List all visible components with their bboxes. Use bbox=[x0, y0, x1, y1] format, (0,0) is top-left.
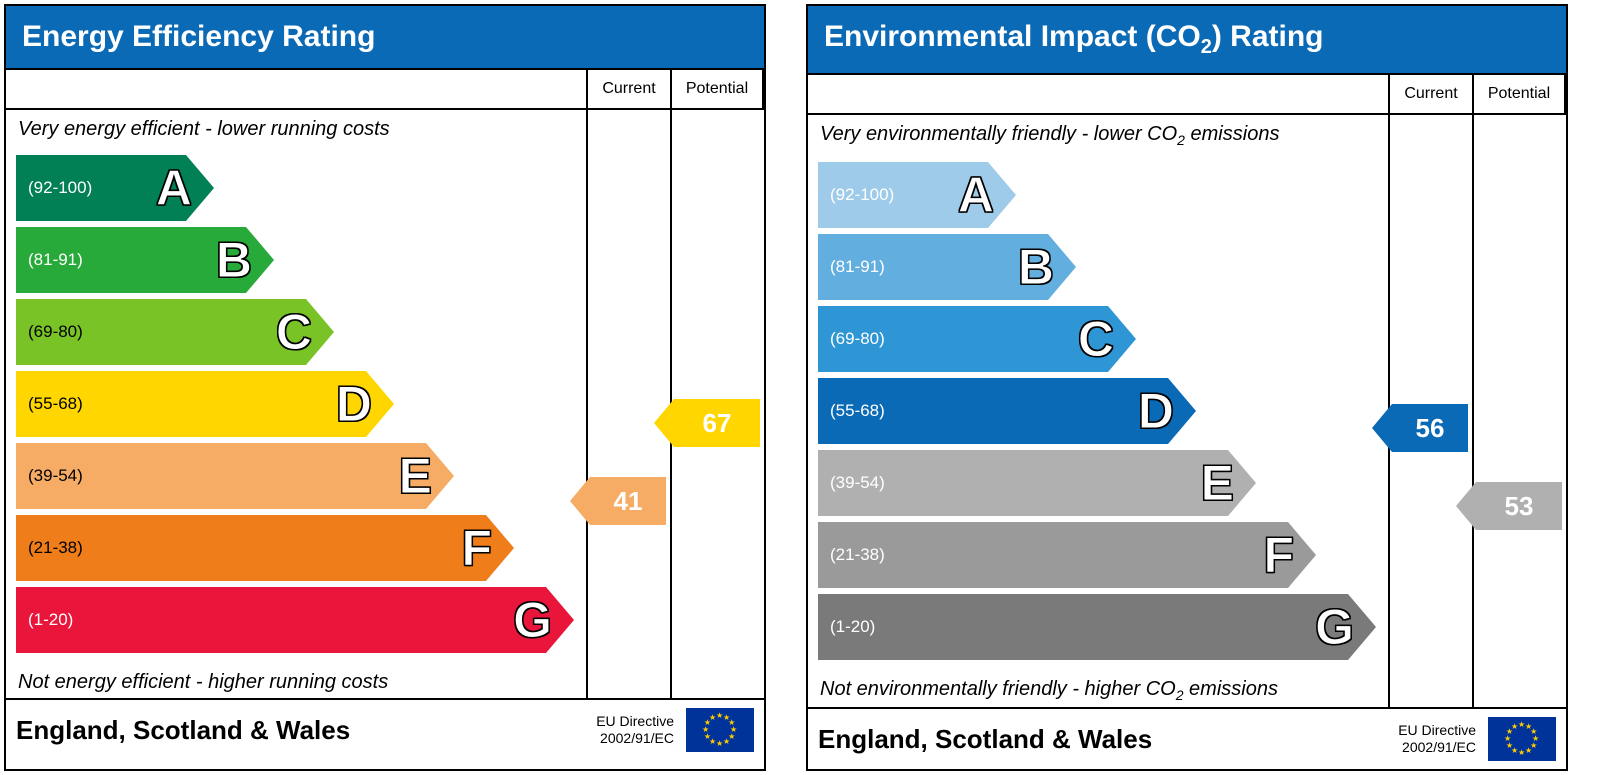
band-range: (81-91) bbox=[16, 250, 83, 270]
band-range: (39-54) bbox=[16, 466, 83, 486]
band-A: (92-100)A bbox=[16, 155, 186, 221]
band-letter: C bbox=[276, 303, 312, 361]
marker-potential: 67 bbox=[674, 399, 760, 447]
rating-panel: Energy Efficiency RatingCurrentPotential… bbox=[4, 4, 766, 771]
band-range: (69-80) bbox=[16, 322, 83, 342]
rating-panel: Environmental Impact (CO2) RatingCurrent… bbox=[806, 4, 1568, 771]
bars-area: Very environmentally friendly - lower CO… bbox=[808, 115, 1390, 709]
band-letter: C bbox=[1078, 310, 1114, 368]
band-letter: A bbox=[958, 166, 994, 224]
band-range: (92-100) bbox=[16, 178, 92, 198]
header-potential: Potential bbox=[1474, 75, 1566, 115]
band-range: (1-20) bbox=[16, 610, 73, 630]
band-letter: F bbox=[1263, 526, 1294, 584]
band-G: (1-20)G bbox=[16, 587, 546, 653]
band-letter: F bbox=[461, 519, 492, 577]
caption-top: Very energy efficient - lower running co… bbox=[6, 110, 586, 145]
band-letter: B bbox=[1018, 238, 1054, 296]
band-C: (69-80)C bbox=[16, 299, 306, 365]
header-current: Current bbox=[588, 70, 672, 110]
panel-title: Energy Efficiency Rating bbox=[6, 6, 764, 70]
header-blank bbox=[808, 75, 1390, 115]
band-letter: G bbox=[1315, 598, 1354, 656]
band-range: (81-91) bbox=[818, 257, 885, 277]
band-B: (81-91)B bbox=[16, 227, 246, 293]
band-E: (39-54)E bbox=[16, 443, 426, 509]
footer-region: England, Scotland & Wales bbox=[818, 724, 1386, 755]
band-letter: D bbox=[336, 375, 372, 433]
bars-area: Very energy efficient - lower running co… bbox=[6, 110, 588, 700]
band-A: (92-100)A bbox=[818, 162, 988, 228]
eu-flag: ★★★★★★★★★★★★ bbox=[686, 708, 754, 752]
header-blank bbox=[6, 70, 588, 110]
band-range: (21-38) bbox=[818, 545, 885, 565]
footer-region: England, Scotland & Wales bbox=[16, 715, 584, 746]
band-range: (21-38) bbox=[16, 538, 83, 558]
band-E: (39-54)E bbox=[818, 450, 1228, 516]
band-G: (1-20)G bbox=[818, 594, 1348, 660]
band-range: (69-80) bbox=[818, 329, 885, 349]
band-range: (55-68) bbox=[818, 401, 885, 421]
panel-title: Environmental Impact (CO2) Rating bbox=[808, 6, 1566, 75]
band-range: (55-68) bbox=[16, 394, 83, 414]
band-C: (69-80)C bbox=[818, 306, 1108, 372]
footer-directive: EU Directive2002/91/EC bbox=[1398, 722, 1476, 756]
marker-current: 41 bbox=[590, 477, 666, 525]
footer-directive: EU Directive2002/91/EC bbox=[596, 713, 674, 747]
band-D: (55-68)D bbox=[818, 378, 1168, 444]
eu-flag: ★★★★★★★★★★★★ bbox=[1488, 717, 1556, 761]
band-F: (21-38)F bbox=[818, 522, 1288, 588]
band-range: (92-100) bbox=[818, 185, 894, 205]
band-letter: D bbox=[1138, 382, 1174, 440]
band-letter: G bbox=[513, 591, 552, 649]
band-letter: E bbox=[399, 447, 432, 505]
caption-bottom: Not energy efficient - higher running co… bbox=[6, 663, 586, 698]
caption-top: Very environmentally friendly - lower CO… bbox=[808, 115, 1388, 152]
band-range: (1-20) bbox=[818, 617, 875, 637]
band-range: (39-54) bbox=[818, 473, 885, 493]
panel-footer: England, Scotland & Wales EU Directive200… bbox=[6, 700, 764, 760]
header-current: Current bbox=[1390, 75, 1474, 115]
potential-column: 67 bbox=[672, 110, 764, 700]
caption-bottom: Not environmentally friendly - higher CO… bbox=[808, 670, 1388, 707]
band-letter: E bbox=[1201, 454, 1234, 512]
current-column: 56 bbox=[1390, 115, 1474, 709]
band-letter: B bbox=[216, 231, 252, 289]
potential-column: 53 bbox=[1474, 115, 1566, 709]
marker-potential: 53 bbox=[1476, 482, 1562, 530]
panel-footer: England, Scotland & Wales EU Directive200… bbox=[808, 709, 1566, 769]
band-F: (21-38)F bbox=[16, 515, 486, 581]
header-potential: Potential bbox=[672, 70, 764, 110]
band-B: (81-91)B bbox=[818, 234, 1048, 300]
marker-current: 56 bbox=[1392, 404, 1468, 452]
band-D: (55-68)D bbox=[16, 371, 366, 437]
band-letter: A bbox=[156, 159, 192, 217]
